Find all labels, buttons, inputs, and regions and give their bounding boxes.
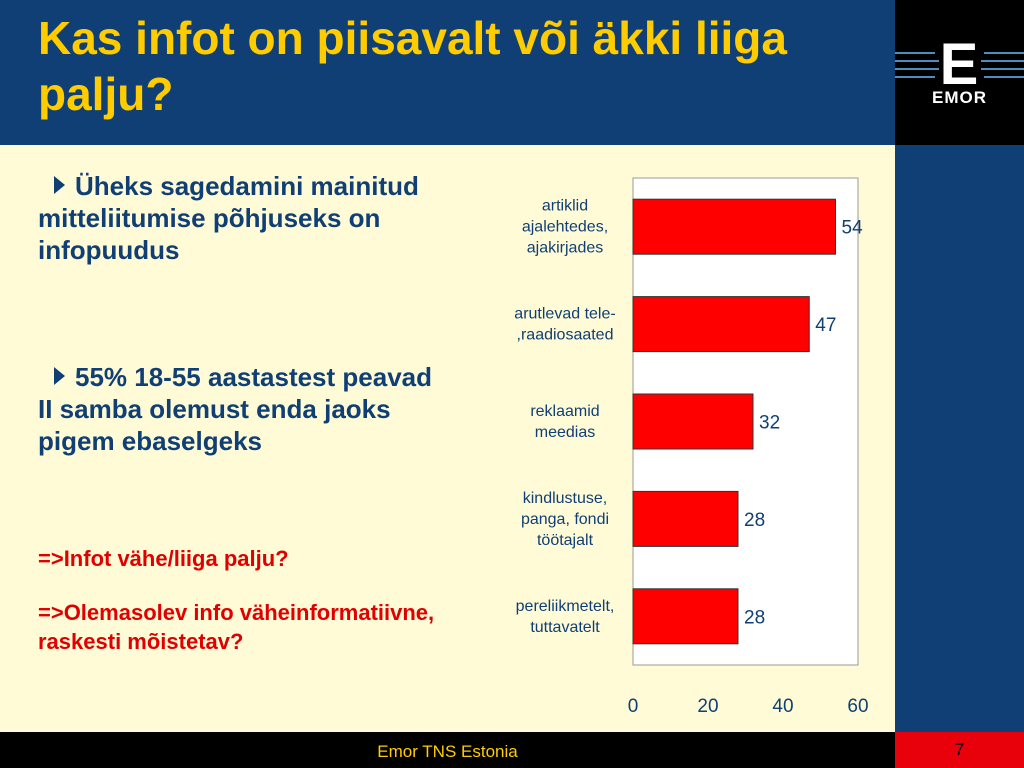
bar-0 <box>632 198 836 255</box>
category-label-2: reklaamid meedias <box>530 403 599 441</box>
note-2: =>Olemasolev info väheinformatiivne, ras… <box>38 600 435 654</box>
x-tick-label-2: 40 <box>772 696 793 717</box>
bullet-point-1: Üheks sagedamini mainitud mitteliitumise… <box>38 170 438 266</box>
value-label-2: 32 <box>759 413 780 434</box>
value-label-1: 47 <box>815 315 836 336</box>
bullet-text-1: Üheks sagedamini mainitud mitteliitumise… <box>38 171 419 265</box>
bullet-point-2: 55% 18-55 aastastest peavad II samba ole… <box>38 361 438 457</box>
value-label-3: 28 <box>744 510 765 531</box>
slide-title: Kas infot on piisavalt või äkki liiga pa… <box>38 12 787 120</box>
page-number-box <box>895 732 1024 768</box>
x-tick-label-0: 0 <box>628 696 639 717</box>
bar-chart: 54 artiklid ajalehtedes, ajakirjades 47 arutl… <box>514 177 869 717</box>
category-label-3: kindlustuse, panga, fondi töötajalt <box>521 490 609 549</box>
value-label-4: 28 <box>744 607 765 628</box>
bullet-text-2: 55% 18-55 aastastest peavad II samba ole… <box>38 362 433 456</box>
bar-2 <box>632 393 754 450</box>
footer-company: Emor TNS Estonia <box>377 742 518 761</box>
emor-logo: E EMOR <box>895 0 1024 145</box>
x-tick-label-1: 20 <box>697 696 718 717</box>
category-label-4: pereliikmetelt, tuttavatelt <box>516 598 615 636</box>
bar-1 <box>632 296 810 353</box>
bullet-arrow-icon <box>54 176 65 194</box>
x-tick-label-3: 60 <box>847 696 868 717</box>
category-label-1: arutlevad tele-,raadiosaated <box>514 306 615 344</box>
emor-logo-icon: E <box>895 32 1024 97</box>
bar-3 <box>632 490 739 547</box>
logo-name: EMOR <box>932 88 987 107</box>
bar-4 <box>632 588 739 645</box>
page-number: 7 <box>954 740 965 759</box>
right-decor-strip <box>895 145 1024 732</box>
footer-bar <box>0 732 1024 768</box>
bullet-arrow-icon <box>54 367 65 385</box>
category-label-0: artiklid ajalehtedes, ajakirjades <box>522 198 608 257</box>
value-label-0: 54 <box>842 218 864 239</box>
header-bar <box>0 0 895 145</box>
logo-letter: E <box>940 32 979 97</box>
note-1: =>Infot vähe/liiga palju? <box>38 546 289 571</box>
